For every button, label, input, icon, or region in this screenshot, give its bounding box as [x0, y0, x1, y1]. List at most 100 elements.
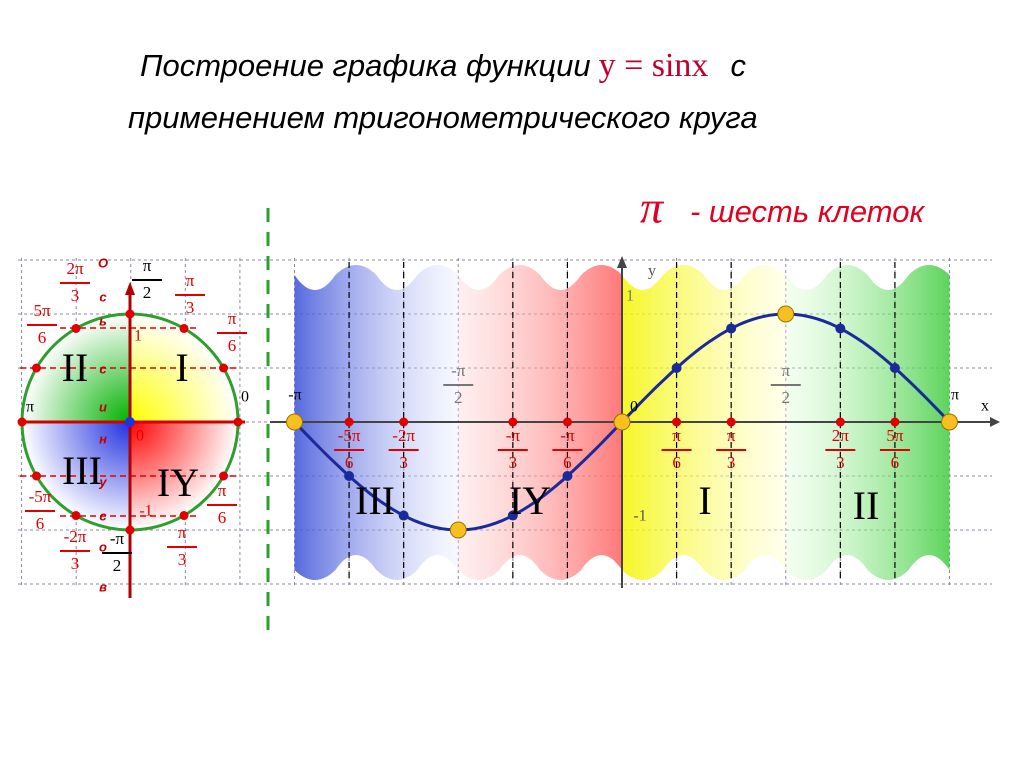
fraction-denominator: 3: [71, 286, 80, 305]
title: Построение графика функции y = sinx с: [140, 47, 746, 84]
fraction-denominator: 2: [113, 556, 122, 575]
quadrant-label: I: [698, 478, 711, 523]
fraction-denominator: 6: [218, 508, 227, 527]
fraction-denominator: 6: [563, 453, 572, 472]
pi-symbol: π: [640, 182, 665, 233]
fraction-numerator: -π: [451, 361, 466, 380]
fraction-denominator: 2: [782, 388, 791, 407]
curve-point: [507, 510, 518, 521]
key-point: [777, 305, 795, 323]
curve-point: [344, 471, 355, 481]
axis-word-letter: о: [99, 539, 107, 554]
fraction-numerator: 2π: [832, 426, 850, 445]
circle-point: [233, 417, 243, 427]
axis-word-letter: и: [99, 399, 107, 414]
circle-point: [179, 323, 189, 333]
background: [18, 258, 992, 588]
quadrant-label: II: [62, 345, 89, 390]
fraction-denominator: 3: [178, 550, 187, 569]
axis-word-letter: в: [99, 579, 107, 594]
fraction-numerator: -π: [506, 426, 521, 445]
fraction-numerator: -5π: [338, 426, 361, 445]
axis-word-letter: у: [98, 474, 107, 489]
axis-word-letter: О: [98, 255, 108, 270]
axis-word-letter: с: [99, 361, 107, 376]
graph-mark: 1: [626, 288, 634, 305]
fraction-numerator: π: [672, 426, 681, 445]
axis-point: [835, 417, 845, 427]
fraction-numerator: π: [781, 361, 790, 380]
circle-mark: 0: [136, 428, 144, 445]
circle-point: [71, 323, 81, 333]
axis-point: [726, 417, 736, 427]
circle-mark: -1: [139, 503, 152, 520]
curve-point: [671, 363, 682, 373]
center-point: [125, 417, 135, 427]
circle-point: [125, 309, 135, 319]
fraction-denominator: 3: [727, 453, 736, 472]
fraction-numerator: -2π: [392, 426, 415, 445]
fraction-denominator: 3: [71, 554, 80, 573]
fraction-denominator: 6: [891, 453, 900, 472]
circle-point: [31, 363, 41, 373]
title-tail: с: [730, 48, 746, 83]
curve-point: [889, 363, 900, 373]
circle-mark: π: [26, 399, 34, 416]
fraction-numerator: 5π: [33, 301, 51, 320]
fraction-numerator: π: [143, 256, 152, 275]
fraction-denominator: 6: [345, 453, 354, 472]
quadrant-label: IY: [157, 460, 199, 505]
fraction-numerator: π: [228, 309, 237, 328]
circle-point: [219, 471, 229, 481]
axis-point: [672, 417, 682, 427]
key-point: [286, 413, 303, 431]
fraction-denominator: 6: [672, 453, 681, 472]
graph-mark: 0: [630, 399, 638, 416]
fraction-denominator: 3: [836, 453, 845, 472]
circle-mark: 1: [134, 328, 142, 345]
fraction-numerator: -π: [560, 426, 575, 445]
quadrant-label: III: [355, 478, 395, 523]
fraction-numerator: π: [727, 426, 736, 445]
axis-word-letter: с: [99, 289, 107, 304]
quadrant-label: III: [62, 448, 102, 493]
key-point: [449, 521, 467, 539]
fraction-numerator: 5π: [886, 426, 904, 445]
curve-point: [398, 510, 409, 521]
fraction-denominator: 6: [38, 328, 47, 347]
key-point: [613, 413, 631, 431]
curve-point: [835, 323, 846, 334]
fraction-numerator: π: [178, 523, 187, 542]
fraction-denominator: 6: [228, 336, 237, 355]
axis-word-letter: с: [99, 508, 107, 523]
circle-point: [31, 471, 41, 481]
key-point: [941, 413, 958, 431]
graph-mark: y: [648, 263, 656, 280]
graph-mark: -1: [633, 508, 646, 525]
graph-mark: -π: [288, 387, 301, 404]
curve-point: [562, 471, 573, 481]
fraction-denominator: 3: [399, 453, 408, 472]
arrow: [125, 282, 135, 295]
fraction-numerator: -5π: [29, 487, 52, 506]
circle-point: [219, 363, 229, 373]
fraction-numerator: π: [218, 481, 227, 500]
axis-point: [890, 417, 900, 427]
fraction-numerator: π: [186, 271, 195, 290]
fraction-denominator: 6: [36, 514, 45, 533]
axis-word-letter: н: [99, 431, 107, 446]
axis-word-letter: ь: [99, 313, 107, 328]
fraction-denominator: 2: [143, 283, 152, 302]
curve-point: [726, 323, 737, 334]
graph-mark: π: [951, 387, 959, 404]
axis-point: [562, 417, 572, 427]
fraction-denominator: 2: [454, 388, 463, 407]
quadrant-label: II: [853, 483, 880, 528]
arrow: [617, 256, 627, 268]
arrow: [990, 417, 1000, 427]
circle-mark: 0: [241, 389, 249, 406]
fraction-numerator: -2π: [64, 527, 87, 546]
quadrant-label: I: [175, 345, 188, 390]
